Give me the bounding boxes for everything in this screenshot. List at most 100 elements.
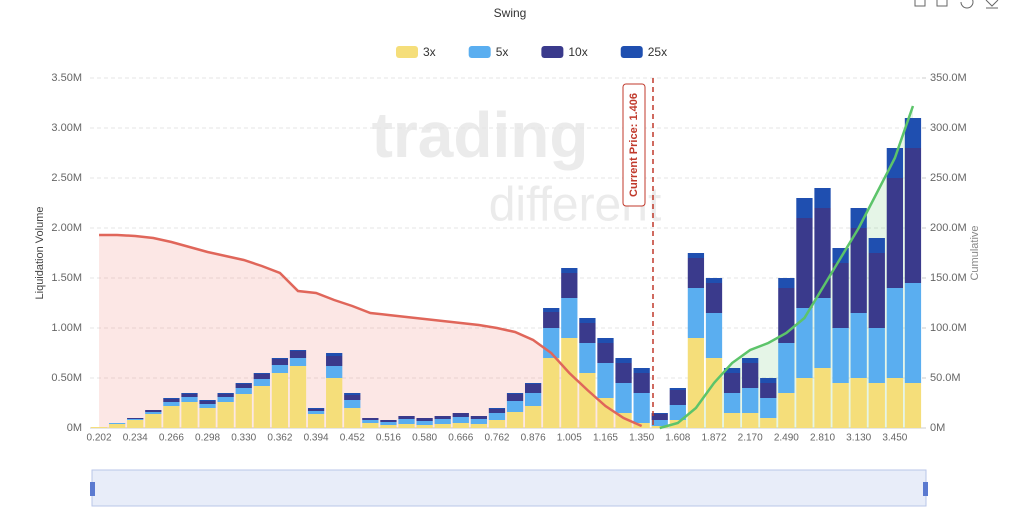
zoom-slider bbox=[90, 469, 928, 507]
tool-icon[interactable] bbox=[960, 0, 974, 9]
x-tick-label: 0.202 bbox=[87, 433, 112, 444]
bar-segment bbox=[470, 424, 488, 428]
bar-segment bbox=[271, 365, 289, 373]
bar-segment bbox=[868, 383, 885, 428]
bar-segment bbox=[561, 268, 578, 273]
bar-segment bbox=[796, 308, 813, 378]
bar-segment bbox=[289, 350, 307, 351]
bar-segment bbox=[868, 328, 885, 383]
y2-tick-label: 300.0M bbox=[930, 122, 967, 134]
bar-segment bbox=[163, 398, 180, 399]
bar-segment bbox=[723, 373, 741, 393]
bar-segment bbox=[633, 373, 650, 393]
bar-segment bbox=[271, 358, 289, 359]
bar-segment bbox=[434, 416, 451, 419]
bar-segment bbox=[217, 393, 234, 394]
bar-segment bbox=[705, 358, 723, 428]
x-tick-label: 0.580 bbox=[412, 433, 437, 444]
bar-segment bbox=[90, 427, 108, 428]
bar-segment bbox=[597, 338, 614, 343]
bar-segment bbox=[904, 283, 922, 383]
bar-segment bbox=[814, 188, 831, 208]
bar-segment bbox=[398, 416, 415, 419]
bar-segment bbox=[181, 402, 198, 428]
bar-segment bbox=[597, 398, 614, 428]
bar-segment bbox=[235, 394, 252, 428]
legend-label: 10x bbox=[568, 45, 587, 59]
bar-segment bbox=[199, 404, 216, 408]
bar-segment bbox=[705, 313, 723, 358]
bar-segment bbox=[344, 400, 361, 408]
bar-segment bbox=[488, 408, 506, 409]
bar-segment bbox=[778, 393, 795, 428]
bar-segment bbox=[705, 283, 723, 313]
x-tick-label: 0.330 bbox=[231, 433, 256, 444]
slider-track[interactable] bbox=[91, 469, 927, 507]
cumulative-area bbox=[99, 235, 642, 428]
bar-segment bbox=[886, 378, 904, 428]
bar-segment bbox=[687, 258, 705, 288]
cumulative-line bbox=[99, 233, 643, 428]
bar-segment bbox=[579, 373, 596, 428]
legend-swatch bbox=[620, 46, 643, 58]
x-tick-label: 0.452 bbox=[340, 433, 365, 444]
bar-segment bbox=[108, 424, 126, 428]
bar-segment bbox=[723, 393, 741, 413]
y2-tick-label: 100.0M bbox=[930, 322, 967, 334]
bar-segment bbox=[253, 374, 270, 379]
x-tick-label: 0.234 bbox=[123, 433, 148, 444]
bar-segment bbox=[579, 323, 596, 343]
bar-segment bbox=[235, 388, 252, 394]
bar-segment bbox=[760, 378, 777, 383]
y2-tick-label: 250.0M bbox=[930, 172, 967, 184]
bar-segment bbox=[579, 318, 596, 323]
tool-icon[interactable] bbox=[914, 0, 926, 7]
x-tick-label: 1.005 bbox=[557, 433, 582, 444]
bar-segment bbox=[452, 423, 469, 428]
x-tick-label: 0.762 bbox=[484, 433, 509, 444]
bar-segment bbox=[452, 413, 469, 417]
x-tick-label: 3.130 bbox=[846, 433, 871, 444]
bar-segment bbox=[832, 383, 849, 428]
bar-segment bbox=[886, 178, 904, 288]
bar-segment bbox=[488, 409, 506, 413]
bar-segment bbox=[524, 393, 542, 406]
bar-segment bbox=[271, 359, 289, 365]
bar-segment bbox=[543, 312, 560, 328]
bar-segment bbox=[561, 273, 578, 298]
watermark: trading bbox=[372, 99, 589, 171]
bar-segment bbox=[217, 402, 234, 428]
x-tick-label: 3.450 bbox=[882, 433, 907, 444]
bar-segment bbox=[760, 383, 777, 398]
bar-segment bbox=[145, 412, 162, 414]
bar-segment bbox=[796, 378, 813, 428]
bar-segment bbox=[326, 356, 343, 366]
tool-icon[interactable] bbox=[936, 0, 948, 7]
x-tick-label: 0.394 bbox=[304, 433, 329, 444]
bar-segment bbox=[687, 253, 705, 258]
bar-segment bbox=[814, 208, 831, 298]
bar-segment bbox=[543, 358, 560, 428]
legend-label: 3x bbox=[423, 45, 436, 59]
bar-segment bbox=[380, 425, 397, 428]
slider-handle[interactable] bbox=[923, 482, 928, 496]
bar-segment bbox=[362, 418, 379, 420]
slider-handle[interactable] bbox=[90, 482, 95, 496]
tool-icon[interactable] bbox=[985, 0, 999, 9]
y2-tick-label: 50.0M bbox=[930, 372, 961, 384]
bar-segment bbox=[434, 424, 451, 428]
bar-segment bbox=[723, 413, 741, 428]
bar-segment bbox=[253, 379, 270, 386]
bar-segment bbox=[163, 402, 180, 406]
bar-segment bbox=[307, 409, 325, 411]
x-tick-label: 0.666 bbox=[448, 433, 473, 444]
bar-segment bbox=[362, 420, 379, 423]
bar-segment bbox=[235, 384, 252, 388]
bar-segment bbox=[108, 423, 126, 424]
bar-segment bbox=[850, 208, 867, 228]
x-tick-label: 1.608 bbox=[665, 433, 690, 444]
bar-segment bbox=[814, 298, 831, 368]
bar-segment bbox=[380, 422, 397, 425]
